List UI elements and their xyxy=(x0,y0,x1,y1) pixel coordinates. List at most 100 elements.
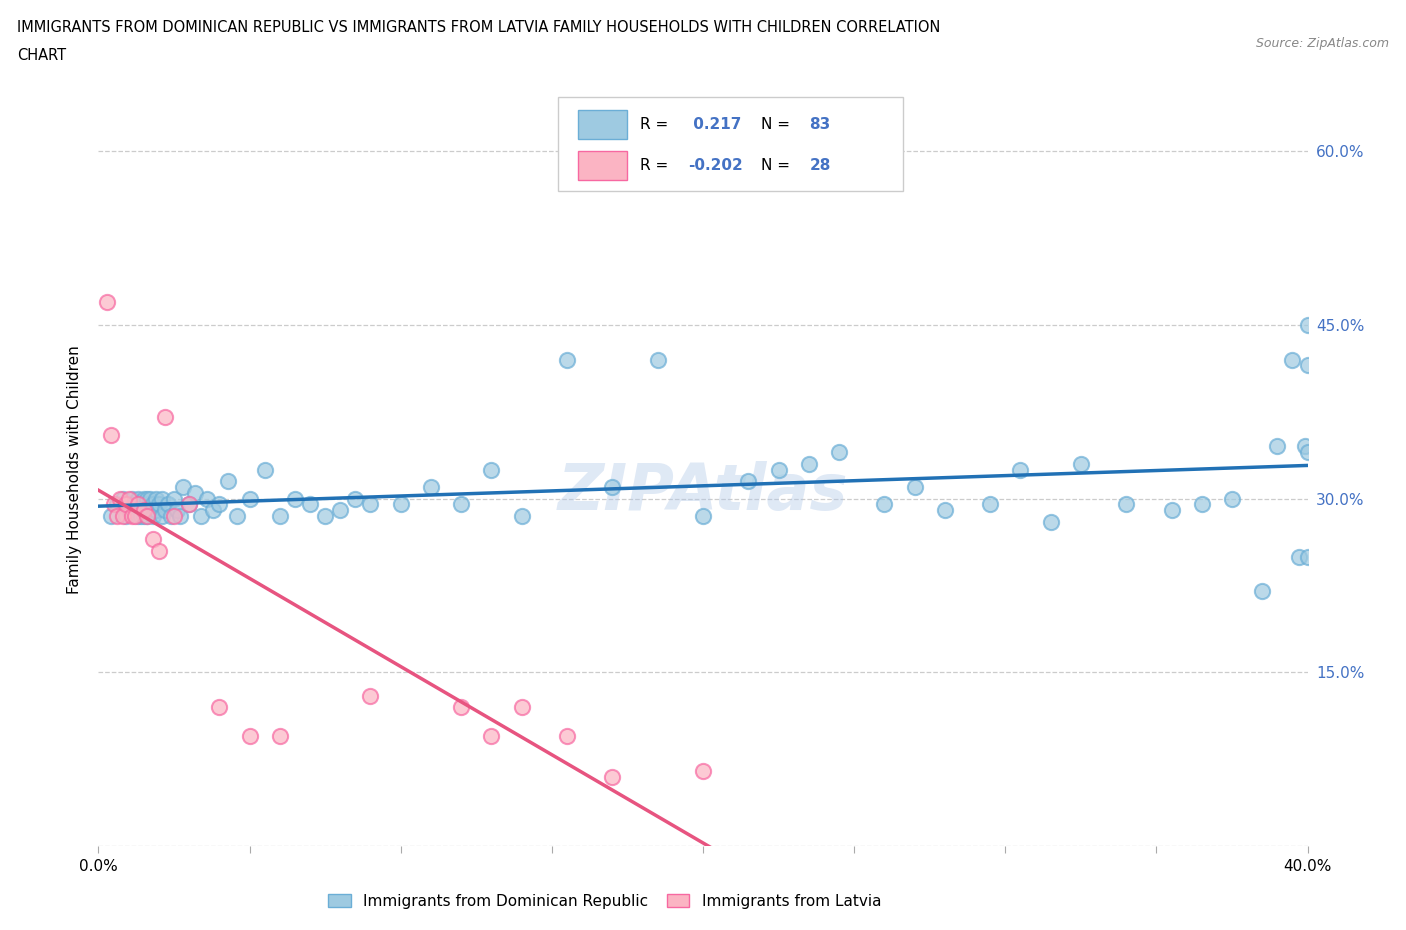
Point xyxy=(1191,497,1213,512)
Point xyxy=(253,462,276,477)
Point xyxy=(226,509,249,524)
Point xyxy=(132,503,155,518)
Point xyxy=(139,491,162,506)
Point xyxy=(828,445,851,459)
Point xyxy=(555,729,578,744)
Point xyxy=(142,497,165,512)
Point xyxy=(481,729,503,744)
Point xyxy=(129,497,152,512)
Point xyxy=(108,491,131,506)
Point xyxy=(1115,497,1137,512)
Point xyxy=(179,497,201,512)
Point xyxy=(360,497,382,512)
Point xyxy=(1039,514,1062,529)
Point xyxy=(269,509,291,524)
Point xyxy=(269,729,291,744)
Text: 0.217: 0.217 xyxy=(689,117,742,132)
Point xyxy=(163,491,186,506)
Point xyxy=(1251,584,1274,599)
Point xyxy=(114,497,136,512)
Point xyxy=(129,509,152,524)
Point xyxy=(202,503,225,518)
Point xyxy=(132,503,155,518)
Point xyxy=(217,473,239,488)
Point xyxy=(179,497,201,512)
Point xyxy=(148,543,170,558)
Point xyxy=(184,485,207,500)
Point xyxy=(169,509,191,524)
Point xyxy=(153,410,176,425)
Text: 28: 28 xyxy=(810,158,831,173)
Point xyxy=(904,480,927,495)
Point xyxy=(100,428,122,443)
Point xyxy=(510,699,533,714)
Point xyxy=(1296,549,1319,564)
Point xyxy=(135,491,157,506)
Point xyxy=(135,497,157,512)
Point xyxy=(150,491,173,506)
Point xyxy=(142,509,165,524)
Point xyxy=(132,491,155,506)
Point xyxy=(239,729,262,744)
Text: N =: N = xyxy=(761,158,794,173)
Point xyxy=(797,457,820,472)
Point xyxy=(124,497,146,512)
Point xyxy=(121,491,143,506)
Point xyxy=(135,509,157,524)
Text: IMMIGRANTS FROM DOMINICAN REPUBLIC VS IMMIGRANTS FROM LATVIA FAMILY HOUSEHOLDS W: IMMIGRANTS FROM DOMINICAN REPUBLIC VS IM… xyxy=(17,20,941,35)
Bar xyxy=(578,152,627,179)
Point xyxy=(160,509,183,524)
Point xyxy=(314,509,336,524)
Point xyxy=(1296,317,1319,332)
Point xyxy=(450,497,472,512)
Point xyxy=(1296,358,1319,373)
Point xyxy=(139,503,162,518)
Point xyxy=(150,509,173,524)
Point xyxy=(118,491,141,506)
Point xyxy=(510,509,533,524)
Point xyxy=(172,480,194,495)
Point xyxy=(127,491,149,506)
Point xyxy=(195,491,218,506)
Point xyxy=(121,509,143,524)
Point xyxy=(145,491,167,506)
Point xyxy=(111,509,134,524)
Point xyxy=(208,699,231,714)
Point xyxy=(360,688,382,703)
Text: R =: R = xyxy=(640,117,673,132)
Point xyxy=(127,497,149,512)
Point xyxy=(1267,439,1289,454)
Point xyxy=(1294,439,1316,454)
Point xyxy=(284,491,307,506)
Point xyxy=(142,532,165,547)
Point xyxy=(114,509,136,524)
Point xyxy=(1010,462,1032,477)
Point xyxy=(100,509,122,524)
Point xyxy=(132,509,155,524)
Point xyxy=(105,509,128,524)
Point xyxy=(96,294,118,309)
Point xyxy=(166,503,188,518)
Point xyxy=(602,769,624,784)
Text: Source: ZipAtlas.com: Source: ZipAtlas.com xyxy=(1256,37,1389,50)
Legend: Immigrants from Dominican Republic, Immigrants from Latvia: Immigrants from Dominican Republic, Immi… xyxy=(322,887,887,915)
Point xyxy=(344,491,367,506)
Text: R =: R = xyxy=(640,158,673,173)
Point xyxy=(239,491,262,506)
Point xyxy=(647,352,669,367)
Text: CHART: CHART xyxy=(17,48,66,63)
Point xyxy=(979,497,1001,512)
Point xyxy=(156,497,179,512)
Bar xyxy=(578,111,627,140)
Point xyxy=(127,509,149,524)
Point xyxy=(692,509,714,524)
Point xyxy=(1070,457,1092,472)
Point xyxy=(934,503,956,518)
Point xyxy=(105,497,128,512)
Point xyxy=(163,509,186,524)
Point xyxy=(768,462,790,477)
Point xyxy=(190,509,212,524)
Point xyxy=(389,497,412,512)
Point xyxy=(145,503,167,518)
Point xyxy=(1296,445,1319,459)
